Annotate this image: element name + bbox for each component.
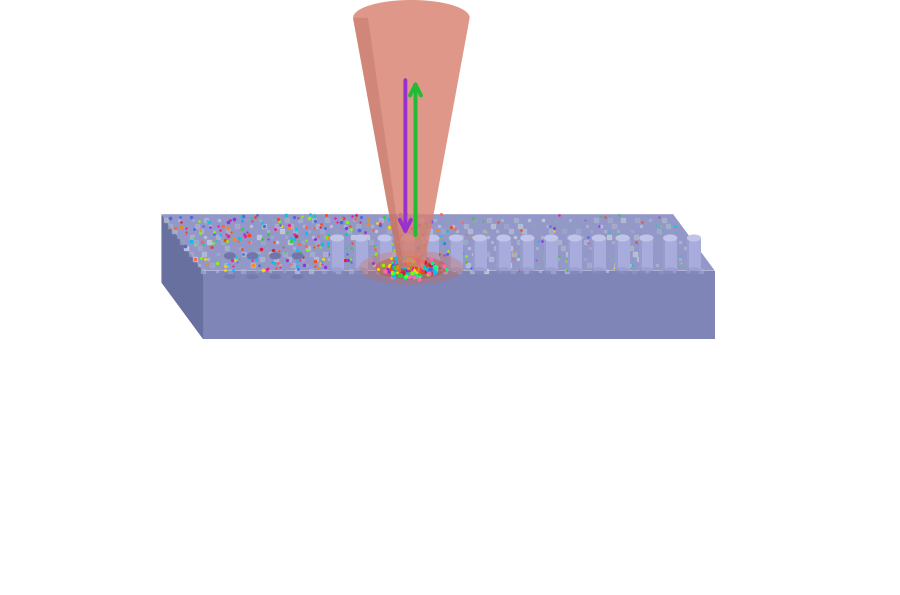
- Polygon shape: [616, 238, 630, 271]
- Ellipse shape: [377, 267, 392, 274]
- Ellipse shape: [497, 267, 510, 274]
- Polygon shape: [161, 214, 203, 339]
- Polygon shape: [616, 238, 617, 271]
- Polygon shape: [497, 238, 510, 271]
- Ellipse shape: [247, 252, 258, 259]
- Polygon shape: [401, 238, 403, 271]
- Ellipse shape: [568, 234, 582, 242]
- Polygon shape: [663, 238, 678, 271]
- Polygon shape: [472, 238, 487, 271]
- Ellipse shape: [292, 252, 303, 259]
- Ellipse shape: [520, 234, 535, 242]
- Polygon shape: [329, 238, 332, 271]
- Polygon shape: [449, 238, 451, 271]
- Ellipse shape: [401, 234, 416, 242]
- Ellipse shape: [544, 234, 558, 242]
- Ellipse shape: [377, 234, 392, 242]
- Ellipse shape: [389, 260, 434, 275]
- Ellipse shape: [520, 267, 535, 274]
- Polygon shape: [591, 238, 594, 271]
- Ellipse shape: [354, 267, 368, 274]
- Ellipse shape: [359, 250, 464, 285]
- Polygon shape: [472, 238, 475, 271]
- Ellipse shape: [329, 267, 344, 274]
- Ellipse shape: [401, 267, 416, 274]
- Ellipse shape: [354, 234, 368, 242]
- Polygon shape: [377, 238, 392, 271]
- Ellipse shape: [472, 267, 487, 274]
- Ellipse shape: [329, 234, 344, 242]
- Ellipse shape: [687, 267, 701, 274]
- Polygon shape: [520, 238, 535, 271]
- Ellipse shape: [544, 267, 558, 274]
- Ellipse shape: [425, 267, 439, 274]
- Polygon shape: [353, 0, 470, 271]
- Ellipse shape: [449, 267, 464, 274]
- Ellipse shape: [663, 267, 678, 274]
- Ellipse shape: [687, 234, 701, 242]
- Polygon shape: [639, 238, 653, 271]
- Ellipse shape: [639, 267, 653, 274]
- Polygon shape: [354, 238, 356, 271]
- Ellipse shape: [224, 274, 236, 279]
- Polygon shape: [203, 271, 715, 339]
- Ellipse shape: [616, 234, 630, 242]
- Polygon shape: [377, 238, 380, 271]
- Polygon shape: [401, 238, 416, 271]
- Polygon shape: [329, 238, 344, 271]
- Polygon shape: [568, 238, 582, 271]
- Polygon shape: [544, 238, 558, 271]
- Ellipse shape: [472, 234, 487, 242]
- Polygon shape: [353, 0, 470, 18]
- Polygon shape: [591, 238, 606, 271]
- Ellipse shape: [224, 252, 236, 259]
- Ellipse shape: [269, 252, 281, 259]
- Polygon shape: [639, 238, 642, 271]
- Ellipse shape: [616, 267, 630, 274]
- Ellipse shape: [449, 234, 464, 242]
- Polygon shape: [425, 238, 439, 271]
- Ellipse shape: [425, 234, 439, 242]
- Polygon shape: [354, 238, 368, 271]
- Ellipse shape: [247, 274, 258, 279]
- Ellipse shape: [292, 274, 303, 279]
- Polygon shape: [497, 238, 499, 271]
- Ellipse shape: [663, 234, 678, 242]
- Polygon shape: [449, 238, 464, 271]
- Polygon shape: [425, 238, 427, 271]
- Ellipse shape: [568, 267, 582, 274]
- Ellipse shape: [591, 267, 606, 274]
- Polygon shape: [663, 238, 665, 271]
- Polygon shape: [687, 238, 701, 271]
- Ellipse shape: [639, 234, 653, 242]
- Polygon shape: [520, 238, 523, 271]
- Ellipse shape: [375, 256, 447, 280]
- Ellipse shape: [269, 274, 281, 279]
- Polygon shape: [353, 18, 404, 271]
- Ellipse shape: [591, 234, 606, 242]
- Polygon shape: [568, 238, 571, 271]
- Ellipse shape: [497, 234, 510, 242]
- Polygon shape: [544, 238, 546, 271]
- Polygon shape: [161, 214, 715, 271]
- Polygon shape: [687, 238, 689, 271]
